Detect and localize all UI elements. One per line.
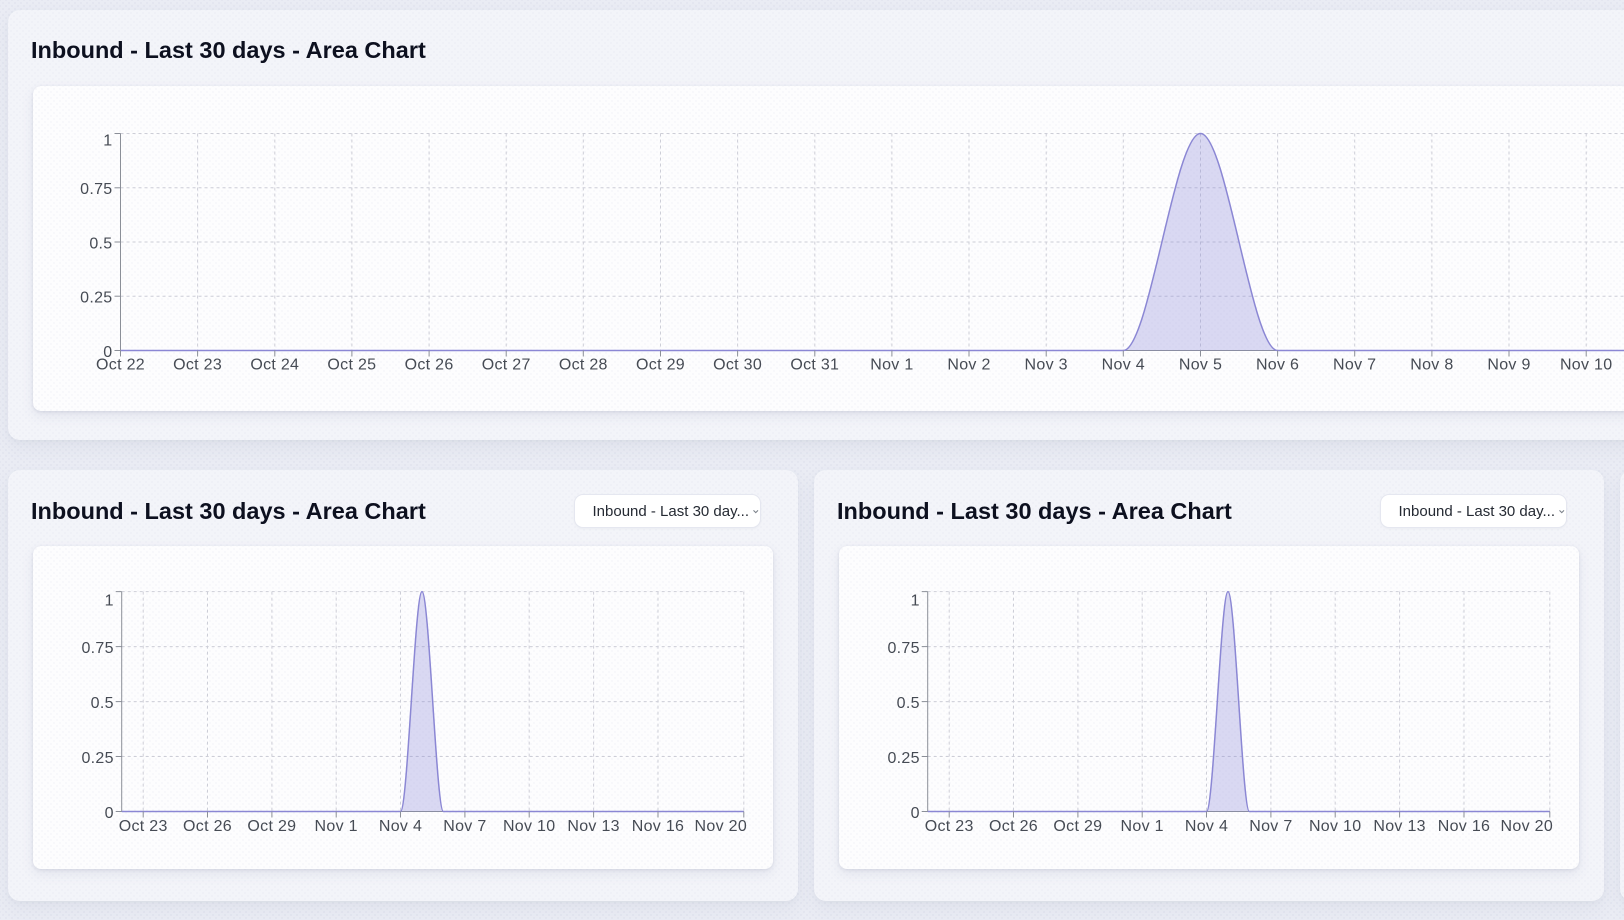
svg-text:Nov 16: Nov 16 xyxy=(632,818,685,835)
svg-text:0.75: 0.75 xyxy=(81,640,113,657)
svg-text:Oct 31: Oct 31 xyxy=(790,357,839,374)
svg-text:Nov 7: Nov 7 xyxy=(1333,357,1376,374)
svg-text:0.25: 0.25 xyxy=(887,750,919,767)
svg-text:Nov 1: Nov 1 xyxy=(870,357,913,374)
svg-text:Oct 29: Oct 29 xyxy=(1053,818,1102,835)
svg-text:Oct 26: Oct 26 xyxy=(989,818,1038,835)
svg-text:Nov 1: Nov 1 xyxy=(1121,818,1164,835)
svg-text:0: 0 xyxy=(105,805,114,822)
svg-text:Nov 6: Nov 6 xyxy=(1256,357,1299,374)
svg-text:0.25: 0.25 xyxy=(81,750,113,767)
svg-text:0.5: 0.5 xyxy=(89,235,112,252)
svg-text:Nov 10: Nov 10 xyxy=(503,818,556,835)
svg-text:Nov 3: Nov 3 xyxy=(1025,357,1068,374)
svg-text:Nov 8: Nov 8 xyxy=(1410,357,1453,374)
svg-text:Oct 26: Oct 26 xyxy=(405,357,454,374)
svg-text:Oct 26: Oct 26 xyxy=(183,818,232,835)
svg-text:Oct 24: Oct 24 xyxy=(250,357,299,374)
svg-text:Nov 20: Nov 20 xyxy=(1501,818,1554,835)
svg-text:Oct 23: Oct 23 xyxy=(925,818,974,835)
svg-text:1: 1 xyxy=(103,132,112,149)
svg-text:Oct 29: Oct 29 xyxy=(247,818,296,835)
svg-text:Nov 2: Nov 2 xyxy=(947,357,990,374)
svg-text:Nov 7: Nov 7 xyxy=(443,818,486,835)
svg-text:Nov 10: Nov 10 xyxy=(1560,357,1613,374)
svg-text:Oct 22: Oct 22 xyxy=(96,357,145,374)
svg-text:Nov 4: Nov 4 xyxy=(1185,818,1228,835)
svg-text:Nov 7: Nov 7 xyxy=(1249,818,1292,835)
svg-text:Nov 4: Nov 4 xyxy=(379,818,422,835)
svg-text:Nov 16: Nov 16 xyxy=(1438,818,1491,835)
svg-text:0: 0 xyxy=(911,805,920,822)
svg-text:Nov 10: Nov 10 xyxy=(1309,818,1362,835)
svg-text:0.75: 0.75 xyxy=(887,640,919,657)
svg-text:Oct 23: Oct 23 xyxy=(119,818,168,835)
svg-text:Oct 23: Oct 23 xyxy=(173,357,222,374)
svg-text:Oct 28: Oct 28 xyxy=(559,357,608,374)
svg-text:1: 1 xyxy=(911,592,920,609)
svg-text:Nov 4: Nov 4 xyxy=(1102,357,1145,374)
svg-text:0: 0 xyxy=(103,344,112,361)
svg-text:Nov 13: Nov 13 xyxy=(567,818,620,835)
svg-text:0.5: 0.5 xyxy=(897,695,920,712)
svg-text:0.5: 0.5 xyxy=(91,695,114,712)
svg-text:Nov 5: Nov 5 xyxy=(1179,357,1222,374)
svg-text:1: 1 xyxy=(105,592,114,609)
svg-text:Oct 25: Oct 25 xyxy=(327,357,376,374)
svg-text:Oct 30: Oct 30 xyxy=(713,357,762,374)
svg-text:Nov 9: Nov 9 xyxy=(1487,357,1530,374)
svg-text:0.25: 0.25 xyxy=(80,290,112,307)
svg-text:Oct 29: Oct 29 xyxy=(636,357,685,374)
svg-text:0.75: 0.75 xyxy=(80,181,112,198)
svg-text:Oct 27: Oct 27 xyxy=(482,357,531,374)
svg-text:Nov 13: Nov 13 xyxy=(1373,818,1426,835)
svg-text:Nov 20: Nov 20 xyxy=(695,818,748,835)
svg-text:Nov 1: Nov 1 xyxy=(315,818,358,835)
